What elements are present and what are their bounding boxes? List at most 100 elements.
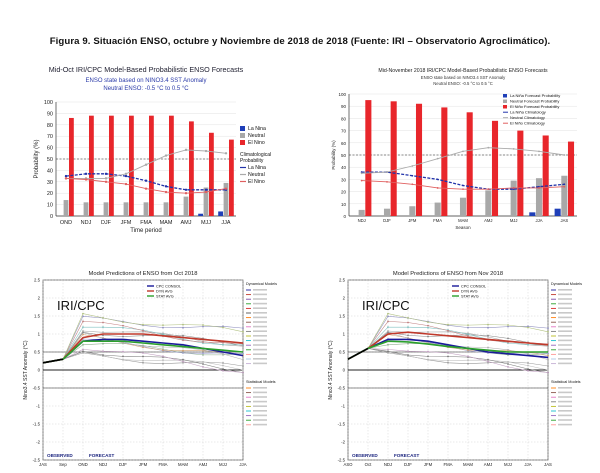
model-legend-name-placeholder xyxy=(558,312,572,314)
model-point xyxy=(447,323,449,326)
y-tick-label: 1.5 xyxy=(34,314,41,319)
model-legend-name-placeholder xyxy=(558,298,572,300)
bar-el-nino xyxy=(441,107,448,216)
model-point xyxy=(242,345,244,348)
legend-label: El Niño Forecast Probability xyxy=(510,104,559,109)
y-tick-label: 2 xyxy=(343,296,346,301)
model-point xyxy=(222,341,224,344)
y-tick-label: 100 xyxy=(338,92,346,97)
clim-point xyxy=(204,188,208,191)
model-point xyxy=(387,330,389,332)
model-point xyxy=(447,361,449,364)
x-tick-label: JJA xyxy=(524,462,531,467)
chart-subtitle: ENSO state based on NINO3.4 SST Anomaly xyxy=(86,78,207,84)
series-dyn-avg xyxy=(347,331,549,360)
model-point xyxy=(122,335,124,338)
dynamical-models-title: Dynamical Models xyxy=(551,282,582,286)
model-point xyxy=(527,362,529,364)
model-point xyxy=(547,365,549,367)
legend-label: Neutral Forecast Probability xyxy=(510,99,559,104)
y-tick-label: 20 xyxy=(47,191,53,197)
y-tick-label: 1 xyxy=(343,332,346,337)
series-cpc-consol xyxy=(347,338,549,360)
model-point xyxy=(467,324,469,326)
bar-el-nino xyxy=(129,115,134,216)
clim-point xyxy=(360,172,363,175)
clim-point xyxy=(104,180,108,183)
bar-neutral xyxy=(561,175,568,216)
model-point xyxy=(102,350,104,353)
model-point xyxy=(487,334,489,337)
series-dyn-avg xyxy=(42,333,244,364)
clim-point xyxy=(144,163,148,166)
model-point xyxy=(122,342,124,344)
model-legend-name-placeholder xyxy=(558,410,572,412)
model-point xyxy=(547,358,549,361)
model-point xyxy=(202,352,204,355)
model-point xyxy=(222,362,224,364)
model-point xyxy=(102,331,104,334)
chart-title: Mid-November 2018 IRI/CPC Model-Based Pr… xyxy=(378,68,548,74)
model-point xyxy=(242,330,244,333)
bar-el-nino xyxy=(365,100,372,216)
model-point xyxy=(162,346,164,348)
x-tick-label: DJF xyxy=(119,462,127,467)
chart-subtitle-neutral: Neutral ENSO: -0.5 °C to 0.5 °C xyxy=(433,81,492,86)
model-point xyxy=(82,348,84,351)
x-tick-label: NDJ xyxy=(384,462,392,467)
model-legend-name-placeholder xyxy=(558,419,572,421)
forecast-label: FORECAST xyxy=(394,453,419,458)
model-point xyxy=(527,368,529,370)
model-legend-name-placeholder xyxy=(253,396,267,398)
model-point xyxy=(182,326,184,329)
x-tick-label: MAM xyxy=(463,462,473,467)
model-legend-name-placeholder xyxy=(253,400,267,403)
bar-neutral xyxy=(223,182,229,216)
model-legend-name-placeholder xyxy=(253,358,267,360)
clim-point xyxy=(563,185,566,188)
legend-swatch xyxy=(240,126,245,131)
clim-point xyxy=(411,174,414,177)
bar-el-nino xyxy=(109,115,114,216)
clim-point xyxy=(124,174,128,178)
y-axis-label: Nino3.4 SST Anomaly (°C) xyxy=(23,340,29,399)
clim-point xyxy=(124,172,128,176)
model-point xyxy=(387,315,389,318)
x-tick-label: FMA xyxy=(140,220,152,226)
model-point xyxy=(407,354,409,356)
bar-el-nino xyxy=(89,115,94,216)
y-tick-label: 0 xyxy=(343,368,346,373)
model-point xyxy=(487,326,489,329)
clim-point xyxy=(411,183,414,186)
model-point xyxy=(202,354,204,356)
forecast-label: FORECAST xyxy=(89,453,114,458)
x-tick-label: DJF xyxy=(404,462,412,467)
bar-el-nino xyxy=(149,115,154,216)
model-point xyxy=(507,366,509,368)
clim-point xyxy=(563,154,566,156)
model-point xyxy=(507,348,509,351)
clim-point xyxy=(164,154,168,157)
y-tick-label: -2 xyxy=(36,440,40,445)
y-tick-label: 90 xyxy=(47,111,53,117)
model-point xyxy=(547,371,549,374)
bar-neutral xyxy=(459,197,467,216)
model-point xyxy=(122,324,124,327)
model-point xyxy=(407,317,409,319)
model-point xyxy=(182,334,184,337)
clim-point xyxy=(164,190,168,194)
model-legend-name-placeholder xyxy=(558,293,572,296)
model-point xyxy=(142,345,144,347)
model-legend-name-placeholder xyxy=(253,325,267,328)
clim-point xyxy=(538,150,540,153)
model-point xyxy=(222,343,224,346)
model-legend-name-placeholder xyxy=(558,307,572,309)
model-point xyxy=(407,334,409,337)
y-tick-label: 1.5 xyxy=(339,314,346,319)
model-point xyxy=(387,331,389,334)
model-legend-name-placeholder xyxy=(253,348,267,351)
y-tick-label: 50 xyxy=(341,153,347,158)
chart-title: Model Predictions of ENSO from Oct 2018 xyxy=(89,271,198,277)
model-point xyxy=(142,355,144,358)
y-tick-label: 80 xyxy=(47,123,53,129)
